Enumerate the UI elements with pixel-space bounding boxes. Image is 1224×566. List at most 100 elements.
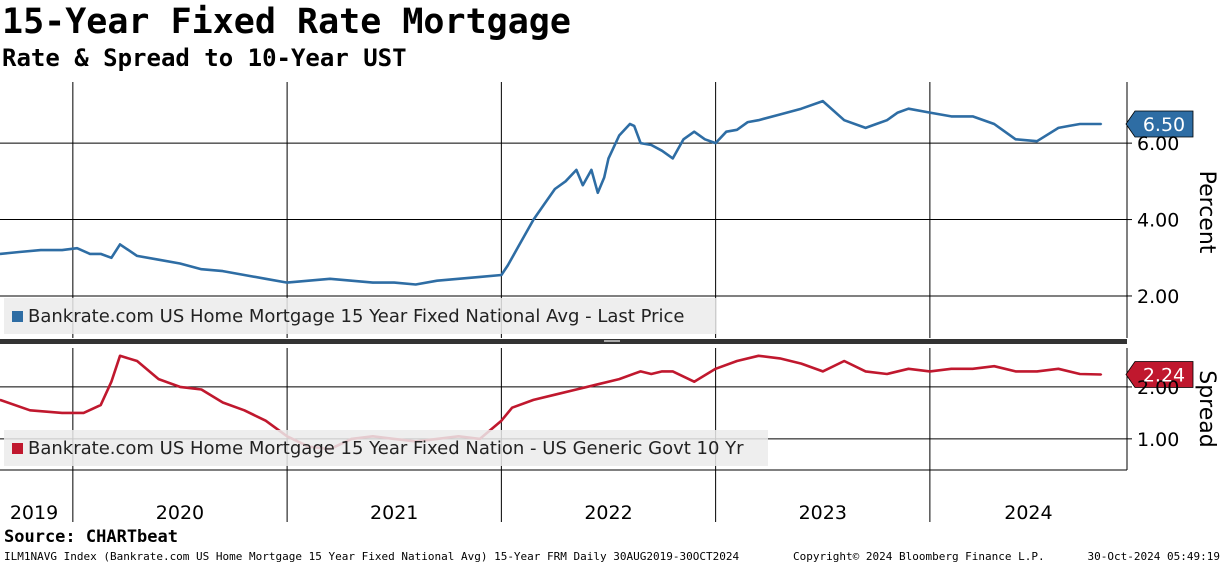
data-point-0-34: [581, 184, 584, 187]
data-point-1-28: [575, 388, 578, 391]
data-point-1-47: [950, 367, 953, 370]
xtick-label-2019: 2019: [10, 502, 58, 524]
data-point-1-44: [886, 373, 888, 375]
data-point-0-58: [864, 127, 867, 129]
data-point-0-22: [414, 283, 417, 286]
last-value-tag-0: [1125, 110, 1194, 138]
data-point-0-45: [671, 157, 674, 160]
data-point-0-64: [950, 115, 953, 118]
data-point-0-15: [264, 277, 267, 280]
data-point-1-27: [554, 393, 556, 396]
data-point-0-41: [633, 125, 636, 127]
data-point-0-35: [590, 169, 593, 171]
last-value-label-1: 2.24: [1143, 364, 1185, 386]
data-point-0-50: [725, 130, 728, 133]
data-point-1-24: [500, 419, 503, 422]
data-point-0-48: [704, 138, 706, 141]
last-value-label-0: 6.50: [1143, 114, 1185, 136]
data-point-0-68: [1036, 140, 1038, 143]
data-point-1-37: [736, 360, 738, 362]
data-point-0-32: [564, 180, 567, 183]
ytick-label-1-0: 1.00: [1137, 429, 1179, 451]
data-point-0-33: [575, 169, 578, 171]
footer-timestamp: 30-Oct-2024 05:49:19: [1087, 550, 1220, 563]
data-point-0-49: [714, 142, 717, 145]
data-point-0-46: [682, 138, 685, 141]
data-point-0-18: [329, 277, 331, 280]
data-point-0-39: [618, 134, 621, 137]
data-point-0-1: [18, 251, 21, 253]
last-value-tag-1: [1125, 361, 1194, 388]
xtick-label-2020: 2020: [156, 502, 204, 524]
data-point-0-54: [779, 113, 781, 116]
xtick-label-2022: 2022: [584, 502, 632, 524]
data-point-0-28: [517, 245, 520, 248]
data-point-0-8: [119, 243, 121, 246]
data-point-1-50: [1014, 370, 1017, 373]
data-point-0-55: [800, 107, 803, 110]
data-point-0-6: [99, 253, 102, 255]
data-point-1-54: [1100, 373, 1103, 376]
chart-title: 15-Year Fixed Rate Mortgage: [2, 2, 571, 42]
data-point-1-42: [843, 360, 846, 362]
data-point-0-42: [639, 142, 642, 145]
ytick-label-0-2: 6.00: [1137, 133, 1179, 155]
series-layer: [0, 99, 1103, 451]
xtick-label-2023: 2023: [799, 502, 847, 524]
data-point-0-65: [971, 115, 974, 118]
data-point-0-71: [1079, 123, 1081, 125]
data-point-1-11: [221, 401, 224, 404]
data-point-0-23: [436, 279, 438, 282]
panel-splitter-grip: [604, 340, 620, 342]
data-point-0-70: [1068, 125, 1071, 127]
data-point-1-39: [779, 357, 781, 360]
data-point-1-0: [0, 399, 1, 401]
data-point-1-34: [671, 370, 674, 373]
data-point-0-3: [61, 249, 63, 252]
data-point-0-53: [757, 119, 760, 122]
data-point-0-60: [886, 119, 888, 122]
source-note: Source: CHARTbeat: [4, 527, 178, 547]
data-point-0-27: [506, 264, 509, 267]
data-point-0-11: [179, 262, 181, 265]
data-point-0-69: [1057, 127, 1060, 129]
data-point-1-3: [82, 412, 85, 414]
data-point-1-43: [864, 370, 867, 373]
data-point-0-29: [532, 218, 535, 221]
spread-legend-label: Bankrate.com US Home Mortgage 15 Year Fi…: [28, 437, 744, 459]
data-point-0-12: [200, 268, 203, 271]
data-point-1-38: [757, 354, 760, 357]
data-point-1-9: [179, 386, 181, 388]
data-point-1-12: [243, 409, 246, 412]
data-point-0-63: [929, 111, 931, 114]
data-point-0-7: [110, 256, 113, 259]
data-point-0-51: [736, 128, 738, 131]
data-point-0-40: [629, 123, 631, 125]
data-point-0-2: [39, 249, 42, 252]
data-point-1-51: [1036, 370, 1038, 373]
data-point-1-52: [1057, 367, 1060, 370]
data-point-0-4: [76, 247, 78, 250]
data-point-0-13: [221, 270, 224, 272]
data-point-1-25: [511, 406, 513, 409]
data-point-0-44: [661, 149, 663, 152]
data-point-0-43: [650, 144, 653, 146]
data-point-0-24: [457, 277, 460, 280]
series-line-0-0: [0, 99, 1102, 286]
chart-subtitle: Rate & Spread to 10-Year UST: [2, 44, 407, 72]
panel-separator: [0, 339, 1127, 344]
data-point-1-35: [693, 380, 696, 383]
data-point-0-73: [1100, 123, 1103, 125]
data-point-1-48: [971, 367, 974, 370]
data-point-1-36: [714, 367, 717, 370]
data-point-1-1: [29, 409, 31, 412]
data-point-0-72: [1089, 123, 1092, 125]
data-point-0-19: [350, 279, 353, 282]
data-point-1-5: [110, 380, 113, 383]
data-point-0-14: [243, 274, 246, 276]
ylabel-1: Spread: [1194, 370, 1219, 447]
data-point-0-10: [157, 258, 160, 261]
xtick-label-2021: 2021: [370, 502, 418, 524]
data-point-0-17: [307, 279, 310, 282]
data-point-1-49: [993, 365, 996, 368]
